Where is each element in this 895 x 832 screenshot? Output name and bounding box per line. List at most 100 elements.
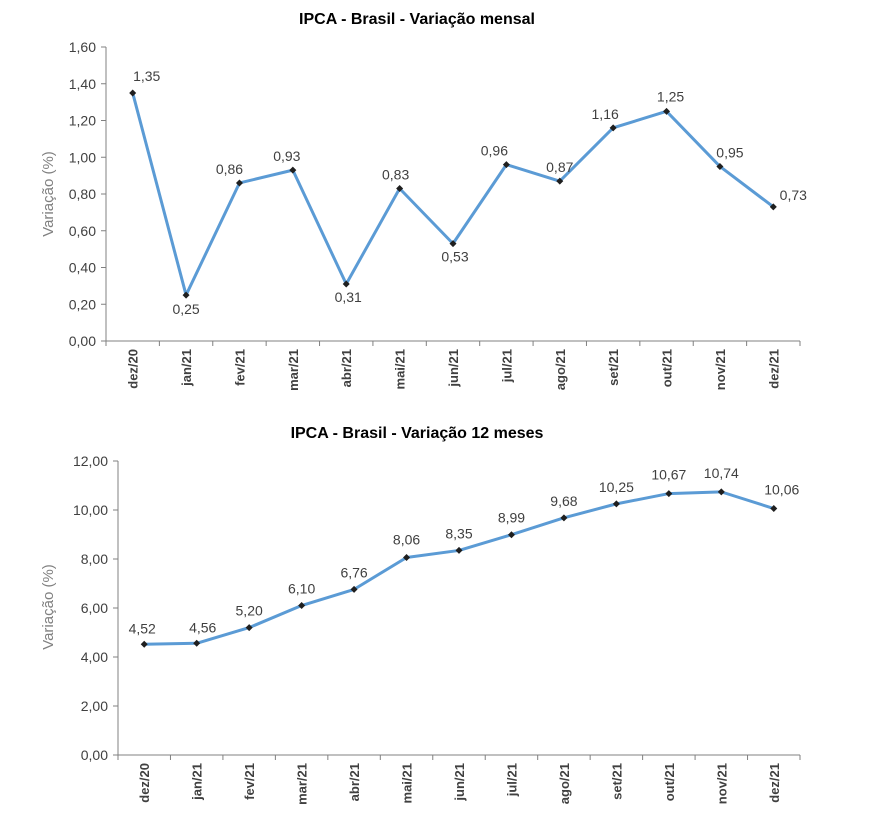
data-point: [298, 602, 306, 610]
x-tick-label: mar/21: [295, 763, 310, 805]
y-tick-label: 2,00: [81, 698, 108, 714]
data-point: [769, 203, 777, 211]
data-label: 10,74: [704, 465, 739, 481]
y-tick-label: 1,40: [69, 76, 96, 92]
y-tick-label: 4,00: [81, 649, 108, 665]
data-point: [716, 162, 724, 170]
series-line: [131, 92, 775, 297]
data-label: 0,96: [481, 143, 508, 159]
x-tick-label: nov/21: [713, 349, 728, 390]
x-tick-label: mar/21: [286, 349, 301, 391]
y-tick-label: 6,00: [81, 600, 108, 616]
x-tick-label: dez/20: [126, 349, 141, 389]
data-point: [665, 490, 673, 498]
y-tick-label: 0,80: [69, 186, 96, 202]
data-label: 1,25: [657, 88, 684, 104]
y-tick-label: 1,20: [69, 113, 96, 129]
x-tick-label: jan/21: [190, 763, 205, 801]
x-tick-label: jun/21: [452, 763, 467, 802]
x-tick-label: jul/21: [504, 763, 519, 797]
data-point: [507, 531, 515, 539]
x-tick-label: dez/21: [767, 763, 782, 803]
data-label: 0,73: [780, 187, 807, 203]
data-label: 6,76: [340, 564, 367, 580]
chart-title: IPCA - Brasil - Variação 12 meses: [291, 425, 544, 442]
data-label: 0,86: [216, 161, 243, 177]
x-tick-label: mai/21: [393, 349, 408, 389]
data-point: [193, 639, 201, 647]
y-tick-label: 0,20: [69, 296, 96, 312]
data-label: 10,25: [599, 479, 634, 495]
x-tick-label: jan/21: [179, 349, 194, 387]
data-label: 0,87: [546, 159, 573, 175]
data-point: [770, 505, 778, 513]
data-label: 6,10: [288, 581, 315, 597]
data-label: 10,06: [764, 482, 799, 498]
data-label: 0,31: [335, 289, 362, 305]
y-axis-label: Variação (%): [40, 151, 57, 237]
data-point: [245, 624, 253, 632]
data-label: 8,35: [445, 525, 472, 541]
data-point: [396, 184, 404, 192]
data-label: 0,83: [382, 166, 409, 182]
data-point: [289, 166, 297, 174]
data-label: 0,95: [716, 144, 743, 160]
data-label: 10,67: [651, 467, 686, 483]
x-tick-label: abr/21: [339, 349, 354, 387]
monthly-chart: IPCA - Brasil - Variação mensal Variação…: [40, 11, 807, 391]
y-tick-label: 0,40: [69, 260, 96, 276]
twelve-month-chart: IPCA - Brasil - Variação 12 meses Variaç…: [40, 425, 801, 805]
data-point: [403, 554, 411, 562]
y-tick-label: 1,60: [69, 39, 96, 55]
data-point: [717, 488, 725, 496]
data-point: [182, 291, 190, 299]
data-point: [612, 500, 620, 508]
data-label: 8,06: [393, 532, 420, 548]
data-point: [235, 179, 243, 187]
x-tick-label: fev/21: [232, 349, 247, 386]
data-point: [609, 124, 617, 132]
x-tick-label: ago/21: [553, 349, 568, 390]
x-tick-label: nov/21: [714, 763, 729, 804]
x-tick-label: mai/21: [400, 763, 415, 803]
data-point: [342, 280, 350, 288]
x-tick-label: set/21: [609, 763, 624, 800]
data-label: 5,20: [236, 603, 263, 619]
y-tick-label: 10,00: [73, 502, 108, 518]
chart-title: IPCA - Brasil - Variação mensal: [299, 11, 535, 28]
data-point: [449, 240, 457, 248]
data-label: 0,53: [441, 249, 468, 265]
x-tick-label: dez/20: [137, 763, 152, 803]
data-label: 1,35: [133, 68, 160, 84]
data-point: [663, 107, 671, 115]
data-point: [556, 177, 564, 185]
data-label: 1,16: [592, 106, 619, 122]
y-tick-label: 0,60: [69, 223, 96, 239]
y-tick-label: 8,00: [81, 551, 108, 567]
x-tick-label: ago/21: [557, 763, 572, 804]
x-tick-label: jun/21: [446, 349, 461, 388]
data-point: [129, 89, 137, 97]
data-point: [455, 546, 463, 554]
x-tick-label: set/21: [606, 349, 621, 386]
data-label: 8,99: [498, 510, 525, 526]
data-point: [502, 161, 510, 169]
y-tick-label: 1,00: [69, 149, 96, 165]
data-label: 9,68: [550, 493, 577, 509]
data-point: [140, 640, 148, 648]
data-point: [560, 514, 568, 522]
x-tick-label: dez/21: [766, 349, 781, 389]
data-label: 0,25: [172, 301, 199, 317]
y-tick-label: 0,00: [69, 333, 96, 349]
x-tick-label: fev/21: [242, 763, 257, 800]
x-tick-label: abr/21: [347, 763, 362, 801]
data-label: 4,56: [189, 619, 216, 635]
x-tick-label: out/21: [662, 763, 677, 801]
data-point: [350, 585, 358, 593]
y-tick-label: 12,00: [73, 453, 108, 469]
data-label: 0,93: [273, 148, 300, 164]
series-line: [144, 490, 775, 646]
y-tick-label: 0,00: [81, 747, 108, 763]
x-tick-label: jul/21: [499, 349, 514, 383]
